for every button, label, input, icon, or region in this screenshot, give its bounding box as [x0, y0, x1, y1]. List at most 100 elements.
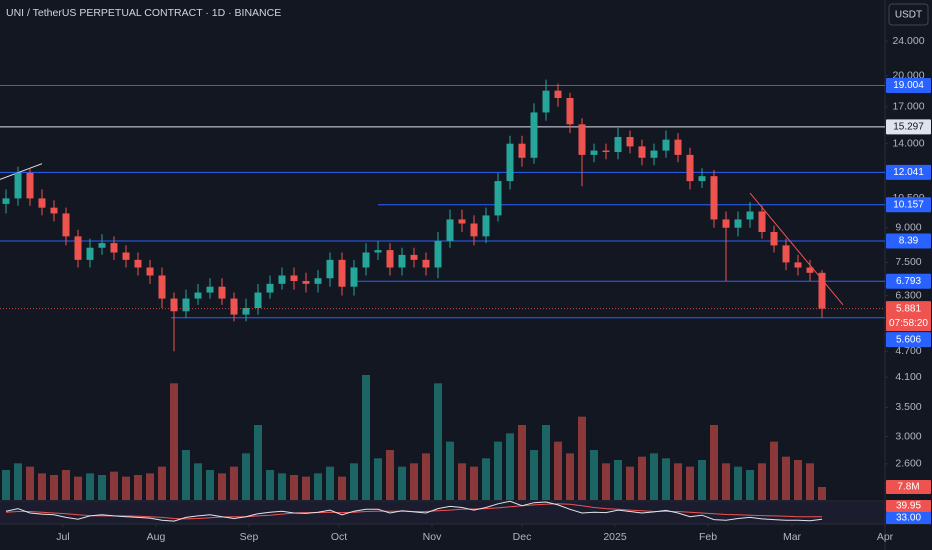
candle-body [230, 298, 238, 315]
candle-body [506, 143, 514, 182]
currency-box[interactable] [888, 3, 929, 26]
volume-tag-bg [886, 480, 931, 494]
level-tag-bg [886, 197, 931, 213]
level-tag-bg [886, 332, 931, 348]
candle-body [362, 252, 370, 268]
volume-bar [242, 453, 250, 500]
candle-body [62, 213, 70, 237]
volume-bar [710, 425, 718, 500]
candle-body [494, 181, 502, 216]
volume-bar [146, 473, 154, 500]
x-tick-label: Mar [783, 531, 802, 543]
candle-body [434, 240, 442, 268]
volume-bar [326, 466, 334, 500]
candle-body [422, 259, 430, 268]
volume-bar [50, 475, 58, 500]
volume-bar [62, 470, 70, 500]
plot [0, 79, 885, 522]
volume-bar [806, 463, 814, 500]
candle-body [14, 172, 22, 199]
volume-bar [686, 466, 694, 500]
candle-body [314, 278, 322, 284]
volume-bar [626, 466, 634, 500]
y-tick-label: 9.000 [895, 221, 921, 233]
candle-body [290, 275, 298, 282]
rsi-line [5, 500, 823, 522]
volume-bar [746, 470, 754, 500]
candle-body [50, 207, 58, 214]
candle-body [530, 112, 538, 158]
volume-tag: 7.8M [897, 482, 919, 493]
candle-body [38, 198, 46, 208]
candle-body [590, 150, 598, 155]
y-tick-label: 4.700 [895, 345, 921, 357]
candle-body [770, 231, 778, 246]
level-tag-bg [886, 78, 931, 94]
candle-body [86, 247, 94, 260]
volume-bar [350, 463, 358, 500]
candle-body [410, 254, 418, 260]
trend-line [0, 163, 43, 180]
candle-body [338, 259, 346, 287]
volume-bar [530, 450, 538, 500]
candle-body [782, 245, 790, 263]
candle-body [818, 272, 826, 309]
last-price-tag: 5.881 [896, 303, 921, 314]
volume-bar [74, 476, 82, 500]
level-tag-bg [886, 273, 931, 289]
candle-body [482, 215, 490, 237]
volume-bar [446, 441, 454, 500]
volume-bar [158, 466, 166, 500]
candle-body [806, 267, 814, 273]
volume-bar [506, 433, 514, 500]
volume-bar [782, 456, 790, 500]
volume-bar [458, 463, 466, 500]
volume-bar [338, 476, 346, 500]
volume-bar [38, 473, 46, 500]
rsi-ma-tag: 39.95 [896, 501, 921, 512]
candle-body [758, 211, 766, 232]
volume-bar [98, 475, 106, 500]
y-tick-label: 4.100 [895, 371, 921, 383]
countdown: 07:58:20 [889, 318, 928, 329]
x-tick-label: Apr [877, 531, 894, 543]
candle-body [218, 286, 226, 299]
candle-body [698, 176, 706, 182]
last-price-tag-bg [886, 301, 931, 332]
volume-bar [290, 475, 298, 500]
level-tag-bg [886, 164, 931, 180]
candle-body [566, 98, 574, 125]
volume-bar [542, 425, 550, 500]
x-tick-label: Jul [56, 531, 69, 543]
volume-bar [26, 466, 34, 500]
candle-body [170, 298, 178, 312]
volume-bar [14, 463, 22, 500]
volume-bar [650, 453, 658, 500]
candle-body [578, 124, 586, 155]
volume-bar [494, 441, 502, 500]
level-tag: 19.004 [893, 80, 924, 91]
candle-body [458, 219, 466, 224]
candle-body [2, 198, 10, 204]
volume-bar [182, 450, 190, 500]
volume-bar [578, 416, 586, 500]
candle-body [554, 90, 562, 99]
level-tag-bg [886, 119, 931, 135]
candle-body [302, 281, 310, 284]
x-tick-label: 2025 [603, 531, 627, 543]
volume-bar [254, 425, 262, 500]
candle-body [374, 250, 382, 253]
candle-body [674, 139, 682, 155]
candle-body [326, 259, 334, 279]
y-tick-label: 17.000 [892, 101, 924, 113]
candle-body [134, 259, 142, 268]
volume-bar [434, 383, 442, 500]
candle-body [650, 150, 658, 158]
volume-bar [278, 473, 286, 500]
level-tag: 10.157 [893, 199, 924, 210]
volume-bar [110, 471, 118, 500]
currency[interactable]: USDT [895, 10, 922, 21]
chart-title: UNI / TetherUS PERPETUAL CONTRACT · 1D ·… [6, 7, 281, 19]
y-tick-label: 14.000 [892, 137, 924, 149]
